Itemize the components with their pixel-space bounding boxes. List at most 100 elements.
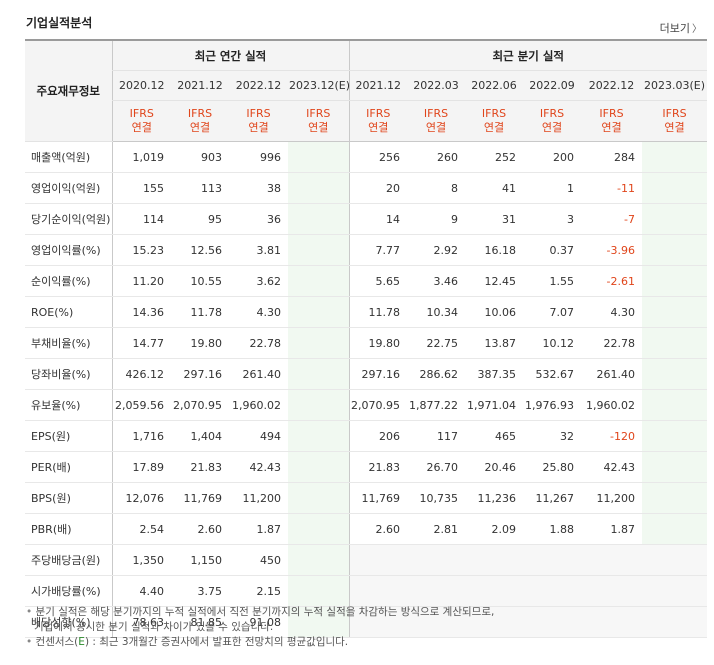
table-cell: 4.30 [229, 296, 288, 328]
table-cell: 31 [465, 203, 523, 235]
table-cell [642, 141, 708, 173]
table-row: 유보율(%) 2,059.56 2,070.95 1,960.02 2,070.95 1,… [25, 389, 708, 421]
table-cell: 206 [348, 420, 407, 452]
table-cell [642, 203, 708, 235]
table-cell: 22.75 [407, 327, 465, 359]
table-row: PER(배) 17.89 21.83 42.43 21.83 26.70 20.46 25.8… [25, 451, 708, 483]
row-label: 순이익률(%) [25, 265, 112, 297]
table-cell [288, 172, 349, 204]
table-row: 영업이익률(%) 15.23 12.56 3.81 7.77 2.92 16.18 0.37-… [25, 234, 708, 266]
footnotes: • 분기 실적은 해당 분기까지의 누적 실적에서 직전 분기까지의 누적 실적… [26, 605, 494, 650]
table-cell: 11,769 [348, 482, 407, 514]
table-cell [348, 544, 407, 576]
table-cell: 1.88 [523, 513, 581, 545]
table-cell [288, 482, 349, 514]
accounting-standard: IFRS 연결 [407, 100, 465, 142]
standard-consolidated: 연결 [541, 121, 563, 134]
table-cell: 261.40 [229, 358, 288, 390]
row-label: 주당배당금(원) [25, 544, 112, 576]
accounting-standard: IFRS 연결 [229, 100, 288, 142]
table-cell: 91.08 [229, 606, 288, 638]
table-cell: 8 [407, 172, 465, 204]
table-cell: 11,200 [229, 482, 288, 514]
accounting-standard: IFRS 연결 [288, 100, 349, 142]
table-cell [642, 358, 708, 390]
table-cell: 297.16 [171, 358, 229, 390]
note-consensus: • 컨센서스(E) : 최근 3개월간 증권사에서 발표한 전망치의 평균값입니… [26, 636, 349, 648]
table-cell [288, 575, 349, 607]
table-cell: 10.12 [523, 327, 581, 359]
quarterly-group-header: 최근 분기 실적 [348, 39, 708, 71]
table-cell: 7.07 [523, 296, 581, 328]
table-cell [288, 513, 349, 545]
table-cell [642, 575, 708, 607]
table-cell: 1,877.22 [407, 389, 465, 421]
table-cell: 11,267 [523, 482, 581, 514]
column-header: 2022.06 [465, 70, 523, 101]
more-link[interactable]: 더보기 〉 [660, 20, 702, 36]
table-cell: 3.62 [229, 265, 288, 297]
standard-consolidated: 연결 [425, 121, 447, 134]
column-header: 2022.12 [229, 70, 288, 101]
table-cell [642, 451, 708, 483]
table-cell [642, 172, 708, 204]
table-cell: 3.81 [229, 234, 288, 266]
table-cell: 3.46 [407, 265, 465, 297]
table-cell: 2,059.56 [111, 389, 171, 421]
table-cell [348, 606, 407, 638]
table-row: PBR(배) 2.54 2.60 1.87 2.60 2.81 2.09 1.88 1.87 [25, 513, 708, 545]
column-header: 2023.03(E) [642, 70, 708, 101]
table-row: 부채비율(%) 14.77 19.80 22.78 19.80 22.75 13.87 10.… [25, 327, 708, 359]
page-title: 기업실적분석 [26, 16, 93, 30]
table-cell: 20 [348, 172, 407, 204]
table-cell [288, 234, 349, 266]
standard-ifrs: IFRS [423, 107, 449, 120]
note-quarterly: • 분기 실적은 해당 분기까지의 누적 실적에서 직전 분기까지의 누적 실적… [26, 606, 495, 618]
table-cell: 10.34 [407, 296, 465, 328]
table-cell: -7 [581, 203, 642, 235]
row-label: 영업이익(억원) [25, 172, 112, 204]
table-cell: 11.20 [111, 265, 171, 297]
table-cell [288, 389, 349, 421]
table-cell: 903 [171, 141, 229, 173]
standard-ifrs: IFRS [599, 107, 624, 120]
table-cell: 284 [581, 141, 642, 173]
table-cell: 532.67 [523, 358, 581, 390]
table-cell: 11,200 [581, 482, 642, 514]
chevron-right-icon: 〉 [692, 24, 702, 35]
table-cell: 1.87 [229, 513, 288, 545]
table-cell [407, 575, 465, 607]
table-cell: 1 [523, 172, 581, 204]
column-header: 2022.09 [523, 70, 581, 101]
table-cell: 113 [171, 172, 229, 204]
table-cell [288, 544, 349, 576]
table-cell: 9 [407, 203, 465, 235]
table-cell: 256 [348, 141, 407, 173]
table-cell: 2.92 [407, 234, 465, 266]
table-row: 배당성향(%) 78.63 81.85 91.08 [25, 606, 708, 638]
table-cell [642, 234, 708, 266]
table-cell: 297.16 [348, 358, 407, 390]
accounting-standard: IFRS 연결 [465, 100, 523, 142]
table-cell: 5.65 [348, 265, 407, 297]
row-label: 당기순이익(억원) [25, 203, 112, 235]
table-cell: 38 [229, 172, 288, 204]
more-label: 더보기 [659, 22, 690, 35]
table-cell: 10.06 [465, 296, 523, 328]
table-cell: 1,716 [111, 420, 171, 452]
table-cell: 200 [523, 141, 581, 173]
table-cell: 36 [229, 203, 288, 235]
table-row: 당기순이익(억원) 114 95 36 14 9 31 3 -7 [25, 203, 708, 235]
table-row: 영업이익(억원) 155 113 38 20 8 41 1 -11 [25, 172, 708, 204]
table-cell: 0.37 [523, 234, 581, 266]
table-cell: 2.15 [229, 575, 288, 607]
table-cell [288, 265, 349, 297]
row-label: 유보율(%) [25, 389, 112, 421]
table-cell [581, 544, 642, 576]
table-cell: 32 [523, 420, 581, 452]
table-cell [465, 544, 523, 576]
table-cell [581, 606, 642, 638]
standard-consolidated: 연결 [483, 121, 505, 134]
standard-consolidated: 연결 [601, 121, 622, 134]
accounting-standard: IFRS 연결 [111, 100, 171, 142]
